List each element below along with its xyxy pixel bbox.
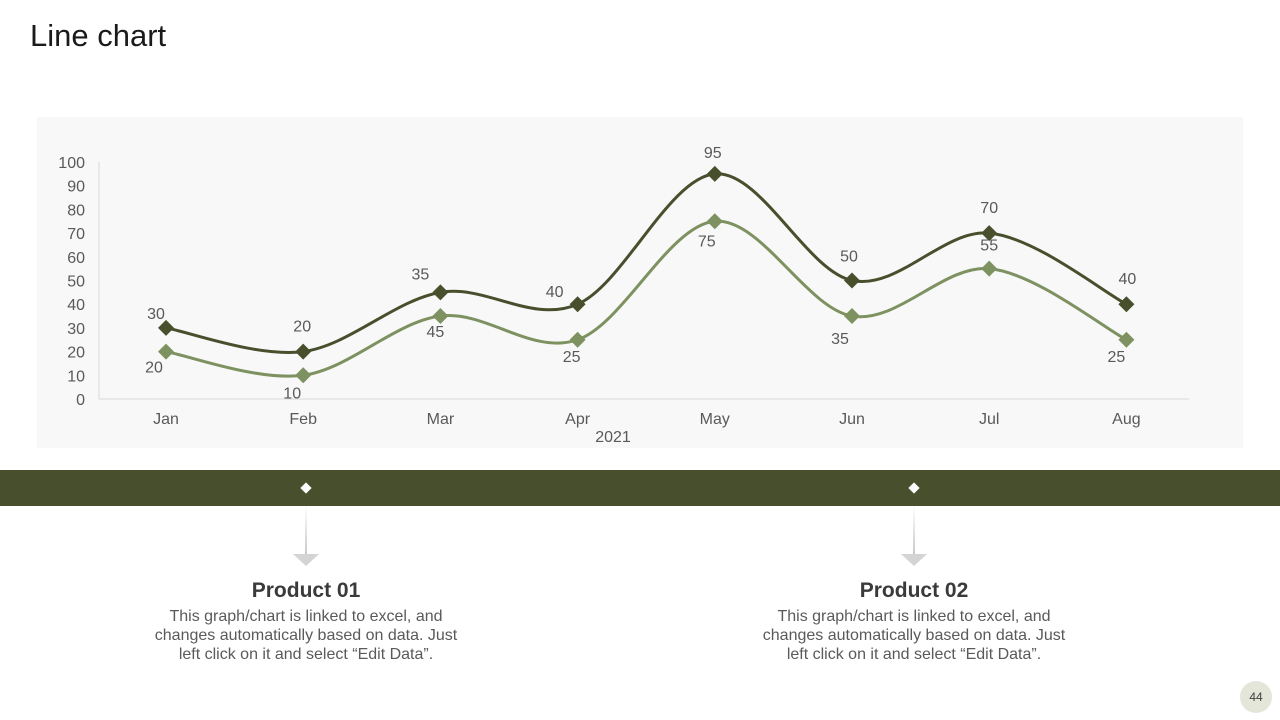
data-label: 20	[145, 360, 163, 377]
data-label: 40	[1119, 271, 1137, 288]
data-label: 50	[840, 249, 858, 266]
data-point-marker	[569, 331, 586, 348]
page-title: Line chart	[30, 18, 167, 53]
data-label: 55	[980, 238, 998, 255]
line-chart[interactable]: 0 10 20 30 40 50 60 70 80 90 100 Jan Feb Mar Apr May Jun…	[37, 117, 1243, 448]
data-point-marker	[1118, 331, 1135, 348]
data-point-marker	[432, 308, 449, 325]
data-label: 75	[698, 233, 716, 250]
y-tick-label: 40	[67, 297, 85, 314]
y-tick-label: 100	[58, 155, 85, 172]
product-title: Product 02	[859, 579, 969, 602]
data-point-marker	[1118, 296, 1135, 313]
data-point-marker	[844, 308, 860, 325]
product-block-02: Product 02 This graph/chart is linked to…	[754, 579, 1074, 664]
data-point-marker	[981, 260, 998, 277]
data-label: 25	[563, 349, 581, 366]
data-point-marker	[706, 165, 723, 182]
data-label: 95	[704, 145, 722, 162]
y-tick-label: 90	[67, 179, 85, 196]
product-description: This graph/chart is linked to excel, and…	[154, 608, 458, 663]
x-axis-title: 2021	[595, 429, 631, 446]
chart-panel[interactable]: 0 10 20 30 40 50 60 70 80 90 100 Jan Feb Mar Apr May Jun…	[37, 117, 1243, 448]
product-block-01: Product 01 This graph/chart is linked to…	[146, 579, 466, 664]
data-label: 35	[412, 266, 430, 283]
data-point-marker	[158, 343, 174, 360]
data-point-marker	[706, 213, 723, 230]
x-tick-label: Feb	[289, 411, 317, 428]
y-tick-label: 60	[67, 250, 85, 267]
y-tick-label: 20	[67, 345, 85, 362]
product-title: Product 01	[251, 579, 361, 602]
connector-line-product-02	[913, 506, 915, 554]
data-point-marker	[295, 367, 312, 384]
data-point-marker	[432, 284, 449, 301]
x-tick-label: Jun	[839, 411, 865, 428]
data-label: 45	[427, 324, 445, 341]
x-tick-label: Jan	[153, 411, 179, 428]
series-line-1	[165, 172, 1128, 354]
y-tick-label: 10	[67, 368, 85, 385]
data-label: 35	[831, 331, 849, 348]
data-label: 30	[147, 306, 165, 323]
arrow-down-icon	[901, 554, 927, 566]
y-tick-label: 0	[76, 392, 85, 409]
y-tick-label: 80	[67, 202, 85, 219]
y-tick-label: 70	[67, 226, 85, 243]
y-tick-label: 30	[67, 321, 85, 338]
data-label: 70	[980, 200, 998, 217]
x-tick-label: Aug	[1112, 411, 1140, 428]
arrow-down-icon	[293, 554, 319, 566]
x-tick-label: Apr	[565, 411, 591, 428]
data-point-marker	[295, 343, 312, 360]
data-point-marker	[569, 296, 586, 313]
data-point-marker	[844, 272, 860, 289]
data-point-marker	[158, 319, 174, 336]
series-line-2	[165, 219, 1128, 378]
data-label: 20	[293, 319, 311, 336]
x-tick-label: Mar	[427, 411, 455, 428]
product-band	[0, 470, 1280, 506]
x-tick-label: Jul	[979, 411, 999, 428]
product-description: This graph/chart is linked to excel, and…	[762, 608, 1066, 663]
x-tick-label: May	[700, 411, 730, 428]
connector-line-product-01	[305, 506, 307, 554]
data-point-marker	[981, 225, 998, 242]
data-label: 25	[1108, 349, 1126, 366]
page-number-badge: 44	[1240, 681, 1272, 713]
data-label: 10	[283, 385, 301, 402]
y-tick-label: 50	[67, 274, 85, 291]
data-label: 40	[546, 284, 564, 301]
